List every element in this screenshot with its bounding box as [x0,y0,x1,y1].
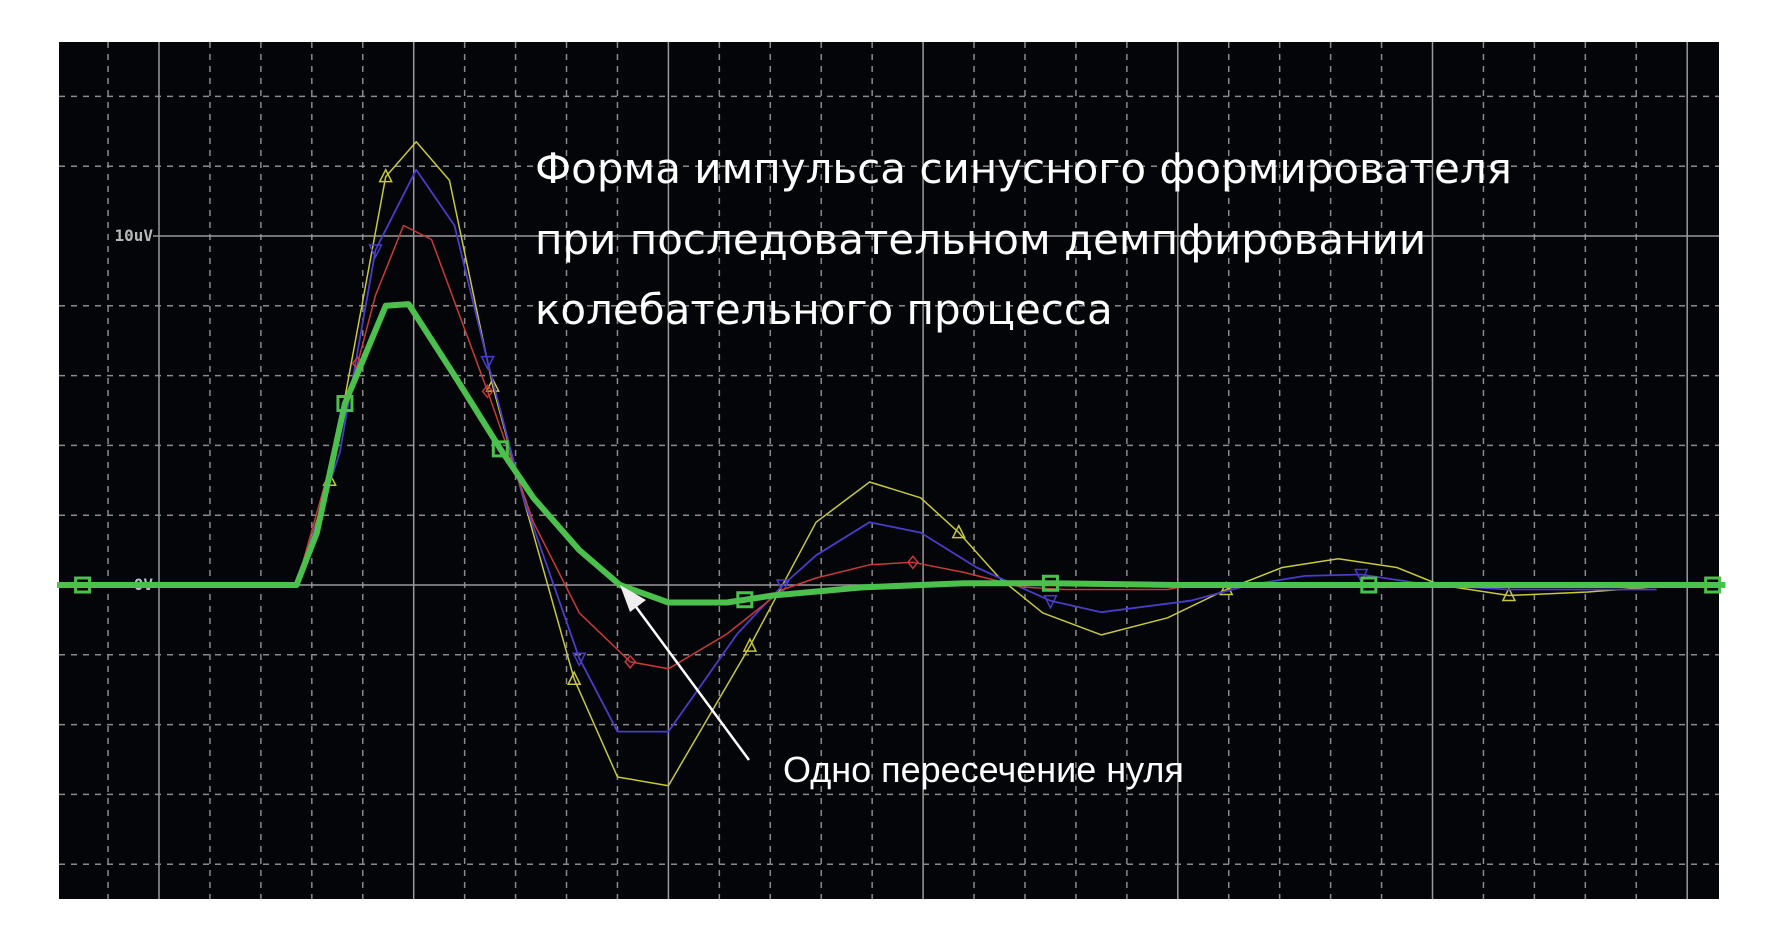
data-marker-triangle-down [572,652,587,667]
data-marker-triangle-down [480,355,495,371]
data-marker-square [1041,574,1059,592]
annotation-arrow-head [620,585,646,612]
grid [59,42,1719,899]
chart-title-line-1: Форма импульса синусного формирователя [535,144,1512,193]
data-marker-triangle-up [1218,580,1234,596]
series-line-triangle-down [57,168,1657,733]
series-group [57,141,1726,787]
data-marker-triangle-down [368,244,383,259]
annotation-zero-crossing: Одно пересечение нуля [783,749,1184,790]
data-marker-triangle-down [775,579,791,594]
data-marker-triangle-down [1043,594,1058,610]
data-marker-square [74,576,92,594]
data-marker-square [336,395,354,413]
data-marker-diamond [481,384,494,399]
data-marker-triangle-up [951,523,966,539]
data-marker-diamond [624,654,637,669]
data-marker-square [736,591,754,609]
data-marker-triangle-up [742,637,758,652]
data-marker-square [1704,576,1722,594]
y-tick-label-10uV: 10uV [114,226,153,245]
chart-title-line-2: при последовательном демпфировании [535,215,1426,264]
data-marker-square [491,440,509,458]
data-marker-square [1360,576,1378,594]
data-marker-triangle-up [566,670,582,685]
series-line-square [57,301,1726,606]
plot-background [59,42,1719,899]
chart-title-line-3: колебательного процесса [535,285,1113,334]
data-marker-triangle-up [378,167,393,183]
data-marker-triangle-down [1353,568,1369,584]
data-marker-triangle-up [1501,586,1517,602]
data-marker-diamond [906,555,919,570]
annotation-arrow-line [626,595,751,761]
series-line-triangle-up [57,141,1657,787]
